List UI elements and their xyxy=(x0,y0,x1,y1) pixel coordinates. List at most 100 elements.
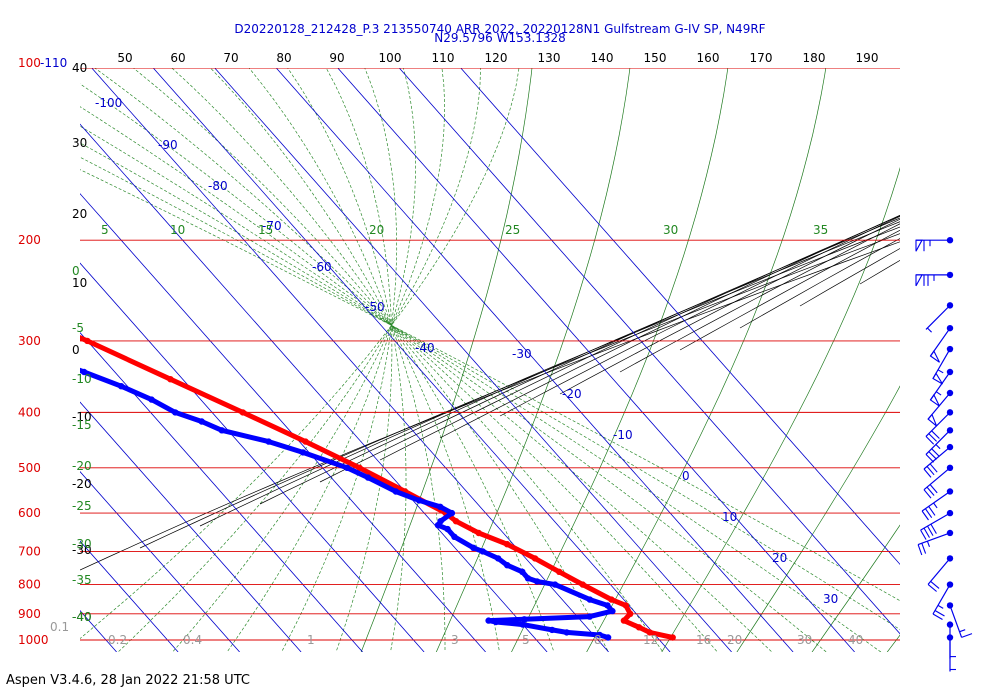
dewpoint-profile-point xyxy=(604,634,612,641)
temperature-profile-point xyxy=(24,312,30,318)
wind-barb-pennant xyxy=(915,274,923,287)
altitude-label: 0 xyxy=(72,343,80,357)
wind-barb-half-flag xyxy=(937,604,944,609)
theta-e-line xyxy=(511,68,729,652)
wind-barb-flag xyxy=(920,529,927,540)
top-axis-label: 100 xyxy=(379,51,402,65)
temperature-profile-point xyxy=(503,541,511,548)
dewpoint-profile-point xyxy=(596,631,603,639)
isotherm-label: -20 xyxy=(562,387,582,401)
dewpoint-profile-point xyxy=(437,503,444,510)
wind-barbs xyxy=(915,236,973,672)
wind-barb-flag xyxy=(932,613,943,620)
mixing-ratio-label: 40 xyxy=(848,633,863,647)
theta-e-line xyxy=(661,166,900,652)
moist-adiabat xyxy=(172,68,445,652)
moist-adiabat-label: -5 xyxy=(72,321,84,335)
dry-adiabat xyxy=(980,0,1000,240)
dry-adiabat xyxy=(619,223,900,373)
isotherm-line xyxy=(152,68,671,652)
isotherm-line xyxy=(80,471,240,652)
isotherm-line xyxy=(80,540,179,652)
dewpoint-profile-point xyxy=(492,618,500,626)
wind-barb-flag xyxy=(925,454,935,463)
moist-adiabat xyxy=(287,68,407,652)
moist-adiabat xyxy=(248,68,446,652)
isotherm-line xyxy=(80,123,548,652)
moist-adiabat xyxy=(80,156,900,630)
moist-adiabat xyxy=(117,68,481,652)
moist-adiabat xyxy=(80,169,900,602)
dry-adiabat xyxy=(559,218,900,395)
dewpoint-profile-point xyxy=(533,578,541,585)
pressure-label: 1000 xyxy=(18,633,49,647)
dry-adiabat xyxy=(499,216,900,417)
dewpoint-profile-point xyxy=(494,555,502,562)
wind-barb-half-flag xyxy=(926,541,931,547)
wind-barb-flag xyxy=(928,451,937,460)
moist-adiabat xyxy=(80,68,520,640)
wind-barb-staff xyxy=(920,512,951,531)
dewpoint-profile-point xyxy=(448,509,456,517)
wind-barb-staff xyxy=(923,467,951,491)
pressure-label: 200 xyxy=(18,233,41,247)
theta-e-label: 20 xyxy=(369,223,384,237)
dewpoint-profile-point xyxy=(48,346,54,352)
wind-barb-flag xyxy=(927,525,934,536)
moist-adiabat-label: -30 xyxy=(72,537,92,551)
temperature-profile-point xyxy=(608,596,615,603)
isotherm-label: -10 xyxy=(613,428,633,442)
temperature-profile-point xyxy=(9,280,15,286)
profiles xyxy=(8,252,676,641)
wind-barb-flag xyxy=(917,544,923,556)
dewpoint-profile-point xyxy=(604,602,611,609)
wind-barb-staff xyxy=(925,429,951,455)
dewpoint-profile-point xyxy=(519,568,526,575)
isotherm-label: -100 xyxy=(95,96,122,110)
wind-barb-flag xyxy=(961,633,973,638)
top-axis-label: 190 xyxy=(856,51,879,65)
temperature-profile xyxy=(80,334,676,640)
mixing-ratio-label: 0.4 xyxy=(183,633,202,647)
moist-adiabat-label: -10 xyxy=(72,372,92,386)
top-axis-label: 150 xyxy=(644,51,667,65)
dry-adiabat xyxy=(439,214,900,439)
wind-barb-half-flag xyxy=(935,444,941,450)
temperature-profile-point xyxy=(8,252,14,258)
isotherm-label: 0 xyxy=(682,469,690,483)
dewpoint-profile-point xyxy=(344,464,351,471)
wind-barb-pennant xyxy=(932,372,943,385)
moist-adiabat xyxy=(171,68,555,652)
chart-subtitle: N29.5796 W153.1328 xyxy=(434,31,566,45)
wind-barb-flag xyxy=(928,506,936,516)
wind-barb-flag xyxy=(929,463,938,473)
dewpoint-profile-point xyxy=(53,358,59,364)
mixing-ratio-label: 12 xyxy=(643,633,658,647)
wind-barb-half-flag xyxy=(933,502,938,509)
wind-barb-half-flag xyxy=(959,629,966,633)
top-axis-label: 130 xyxy=(538,51,561,65)
top-axis-label: 140 xyxy=(591,51,614,65)
wind-barb-flag xyxy=(923,468,932,478)
temperature-profile-point xyxy=(84,337,91,345)
isotherm-label: -40 xyxy=(415,341,435,355)
isotherm-line xyxy=(214,68,732,652)
temperature-profile-point xyxy=(579,581,586,588)
altitude-label: 20 xyxy=(72,207,87,221)
isotherm-label: 30 xyxy=(823,592,838,606)
top-axis-label: 50 xyxy=(117,51,132,65)
altitude-label: 30 xyxy=(72,136,87,150)
moist-adiabat-label: -40 xyxy=(72,610,92,624)
isotherm-line xyxy=(80,332,363,652)
moist-adiabat xyxy=(132,68,609,652)
dewpoint-profile-point xyxy=(299,449,307,456)
wind-barb-flag xyxy=(926,466,935,476)
altitude-label: -40 xyxy=(72,610,92,624)
top-axis-label: 170 xyxy=(750,51,773,65)
wind-barb-flag xyxy=(929,484,938,494)
pressure-label: 500 xyxy=(18,461,41,475)
isotherm-line xyxy=(80,262,425,652)
dewpoint-profile-point xyxy=(485,617,492,624)
isotherm-label: -50 xyxy=(365,300,385,314)
wind-barb-staff xyxy=(925,304,951,330)
